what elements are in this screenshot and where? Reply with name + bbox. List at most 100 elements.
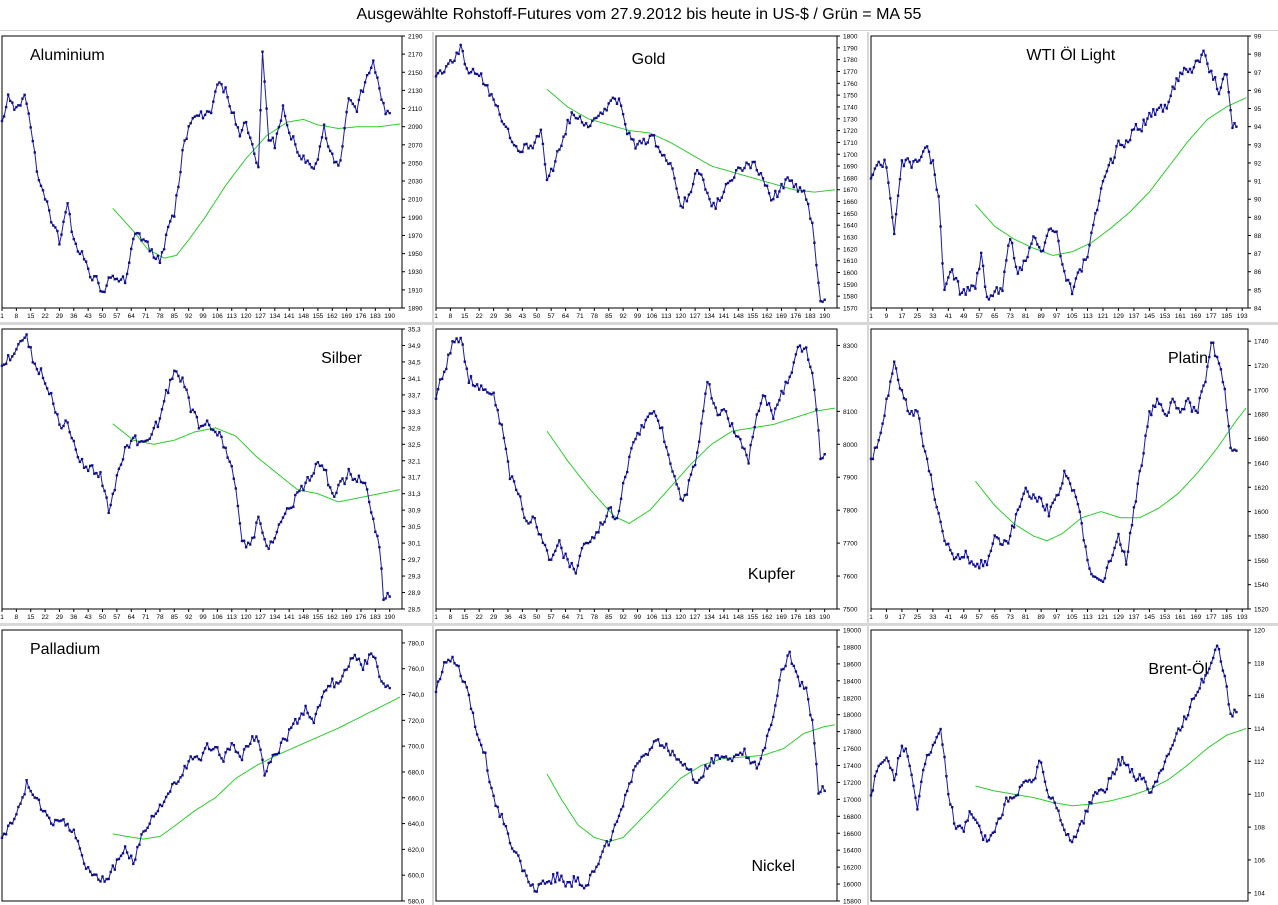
price-point bbox=[683, 493, 686, 497]
price-point bbox=[173, 781, 176, 784]
ma55-line bbox=[546, 407, 835, 524]
price-point bbox=[679, 204, 682, 208]
price-point bbox=[638, 760, 641, 763]
price-point bbox=[322, 468, 326, 471]
price-point bbox=[19, 802, 22, 805]
price-point bbox=[1223, 674, 1226, 678]
price-point bbox=[271, 541, 274, 544]
price-point bbox=[331, 152, 334, 155]
x-tick-label: 57 bbox=[113, 614, 121, 621]
price-point bbox=[128, 856, 131, 860]
x-tick-label: 183 bbox=[805, 614, 816, 621]
price-point bbox=[753, 760, 756, 763]
ma55-line bbox=[112, 423, 400, 503]
price-point bbox=[228, 460, 231, 463]
price-point bbox=[755, 413, 758, 416]
price-point bbox=[459, 336, 462, 340]
price-point bbox=[624, 475, 627, 479]
price-point bbox=[525, 142, 528, 146]
price-point bbox=[685, 767, 689, 770]
price-point bbox=[29, 126, 32, 129]
price-point bbox=[519, 495, 522, 498]
price-point bbox=[1099, 788, 1103, 791]
price-point bbox=[31, 793, 34, 796]
price-point bbox=[1026, 255, 1029, 259]
price-point bbox=[980, 831, 983, 834]
price-point bbox=[685, 493, 689, 496]
price-point bbox=[378, 675, 381, 678]
price-point bbox=[813, 742, 816, 745]
price-point bbox=[1078, 510, 1081, 513]
x-tick-label: 193 bbox=[1237, 313, 1248, 320]
price-point bbox=[550, 882, 553, 885]
price-point bbox=[17, 104, 20, 107]
price-point bbox=[136, 845, 139, 849]
y-tick-label: 89 bbox=[1254, 215, 1262, 222]
y-tick-label: 1660 bbox=[843, 199, 858, 206]
price-point bbox=[199, 759, 203, 762]
price-point bbox=[351, 478, 354, 481]
price-point bbox=[154, 420, 157, 424]
price-point bbox=[66, 822, 69, 826]
x-tick-label: 169 bbox=[776, 614, 787, 621]
y-tick-label: 110 bbox=[1254, 792, 1265, 799]
x-tick-label: 99 bbox=[634, 614, 642, 621]
price-point bbox=[1074, 277, 1078, 280]
price-point bbox=[704, 392, 707, 395]
x-tick-label: 99 bbox=[634, 313, 642, 320]
price-point bbox=[322, 690, 326, 693]
price-point bbox=[1210, 69, 1213, 73]
price-point bbox=[914, 796, 917, 799]
price-point bbox=[1070, 840, 1074, 844]
price-point bbox=[591, 870, 594, 873]
y-tick-label: 640,0 bbox=[408, 821, 425, 828]
price-point bbox=[455, 337, 458, 340]
price-point bbox=[1115, 145, 1118, 148]
price-point bbox=[2, 115, 6, 118]
price-point bbox=[302, 713, 305, 716]
price-point bbox=[1198, 60, 1201, 64]
price-point bbox=[904, 158, 907, 162]
price-point bbox=[152, 815, 155, 818]
price-point bbox=[1128, 771, 1132, 774]
y-tick-label: 1620 bbox=[843, 246, 858, 253]
price-point bbox=[1177, 727, 1180, 730]
price-point bbox=[74, 448, 77, 451]
price-point bbox=[1103, 175, 1107, 178]
price-point bbox=[1088, 801, 1091, 804]
price-point bbox=[914, 158, 917, 161]
price-point bbox=[327, 684, 330, 688]
price-point bbox=[109, 276, 112, 279]
price-point bbox=[469, 375, 473, 378]
price-point bbox=[626, 789, 629, 793]
price-point bbox=[1094, 212, 1097, 215]
price-point bbox=[925, 145, 929, 148]
y-tick-label: 1710 bbox=[843, 140, 858, 147]
price-point bbox=[244, 745, 248, 748]
price-point bbox=[1155, 780, 1159, 783]
price-point bbox=[296, 722, 299, 725]
price-point bbox=[574, 116, 577, 120]
y-tick-label: 1600 bbox=[1254, 509, 1269, 516]
price-point bbox=[488, 392, 491, 395]
price-point bbox=[1163, 760, 1167, 763]
price-point bbox=[277, 523, 281, 526]
price-point bbox=[685, 200, 689, 203]
price-point bbox=[545, 549, 549, 552]
x-tick-label: 177 bbox=[1206, 614, 1217, 621]
price-point bbox=[966, 286, 969, 289]
price-point bbox=[21, 339, 24, 342]
price-point bbox=[941, 743, 944, 746]
price-point bbox=[447, 353, 450, 356]
y-tick-label: 1890 bbox=[408, 306, 423, 313]
price-point bbox=[650, 412, 654, 415]
price-point bbox=[976, 821, 979, 825]
price-point bbox=[345, 668, 348, 671]
price-point bbox=[33, 796, 36, 799]
price-point bbox=[1036, 765, 1039, 769]
price-point bbox=[1194, 409, 1197, 412]
price-point bbox=[355, 658, 359, 661]
price-point bbox=[365, 74, 369, 77]
price-point bbox=[976, 562, 979, 566]
